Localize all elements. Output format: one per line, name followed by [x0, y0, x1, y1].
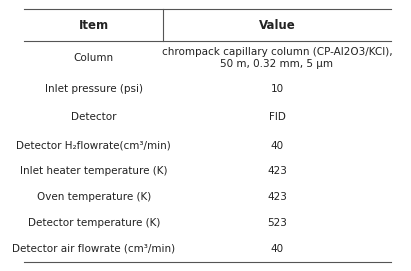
Text: chrompack capillary column (CP-Al2O3/KCl),
50 m, 0.32 mm, 5 μm: chrompack capillary column (CP-Al2O3/KCl… — [162, 47, 392, 69]
Text: Detector temperature (K): Detector temperature (K) — [28, 218, 160, 228]
Text: FID: FID — [268, 112, 285, 122]
Text: 40: 40 — [270, 244, 284, 254]
Text: Oven temperature (K): Oven temperature (K) — [37, 192, 151, 202]
Text: 10: 10 — [270, 84, 284, 94]
Text: 40: 40 — [270, 141, 284, 151]
Text: Value: Value — [259, 18, 296, 31]
Text: Detector H₂flowrate(cm³/min): Detector H₂flowrate(cm³/min) — [16, 141, 171, 151]
Text: 423: 423 — [267, 192, 287, 202]
Text: Column: Column — [74, 53, 114, 63]
Text: Detector air flowrate (cm³/min): Detector air flowrate (cm³/min) — [12, 244, 175, 254]
Text: Item: Item — [79, 18, 109, 31]
Text: Detector: Detector — [71, 112, 117, 122]
Text: Inlet pressure (psi): Inlet pressure (psi) — [45, 84, 143, 94]
Text: Inlet heater temperature (K): Inlet heater temperature (K) — [20, 166, 168, 176]
Text: 523: 523 — [267, 218, 287, 228]
Text: 423: 423 — [267, 166, 287, 176]
